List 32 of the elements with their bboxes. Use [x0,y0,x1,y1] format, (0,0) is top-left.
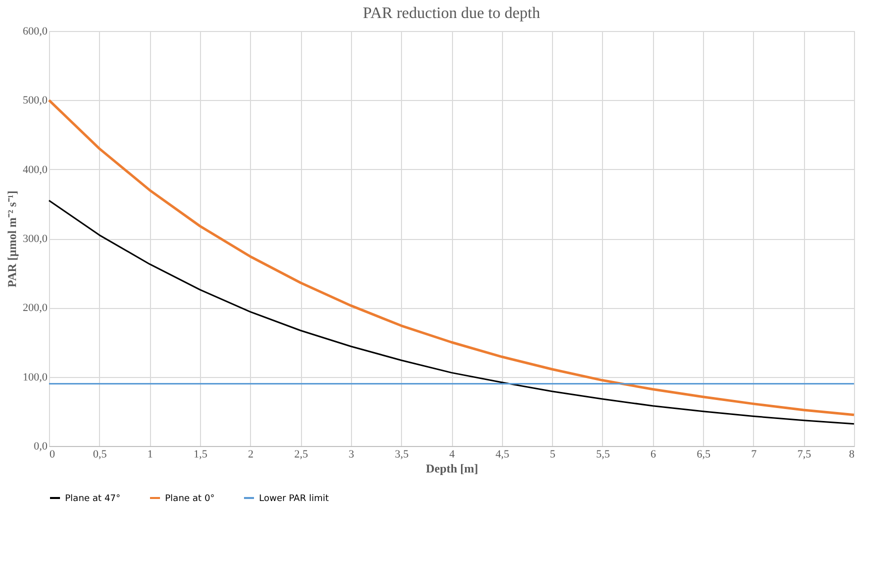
y-tick-label: 200,0 [22,302,48,314]
x-tick-label: 1 [147,448,153,460]
legend-label: Plane at 0° [165,494,215,504]
x-tick-label: 0 [50,448,56,460]
x-tick-label: 3,5 [394,448,410,460]
y-tick-label: 500,0 [22,94,48,107]
legend-label: Plane at 47° [65,494,120,504]
x-axis-title: Depth [m] [426,462,478,476]
y-tick-label: 0,0 [34,440,48,452]
y-tick-label: 100,0 [22,371,48,384]
chart-title: PAR reduction due to depth [362,5,540,22]
x-tick-label: 8 [849,448,855,460]
legend-label: Lower PAR limit [259,494,330,504]
x-tick-label: 7,5 [797,448,812,460]
y-tick-label: 600,0 [22,26,48,38]
x-tick-label: 6,5 [696,448,711,460]
x-tick-label: 4 [449,448,456,460]
x-tick-label: 4,5 [495,448,510,460]
x-tick-label: 1,5 [194,448,208,460]
x-tick-label: 0,5 [92,448,108,460]
x-tick-label: 7 [751,448,758,460]
x-tick-label: 6 [650,448,656,460]
x-tick-label: 2 [248,448,254,460]
y-tick-label: 300,0 [22,233,48,245]
x-tick-label: 2,5 [294,448,308,460]
line-series [48,98,856,416]
x-tick-label: 5,5 [596,448,610,460]
x-tick-label: 5 [550,448,556,460]
y-axis-title: PAR [μmol m⁻² s⁻¹] [4,190,19,288]
x-tick-label: 3 [348,448,355,460]
y-tick-label: 400,0 [22,164,48,176]
line-series [48,200,855,425]
